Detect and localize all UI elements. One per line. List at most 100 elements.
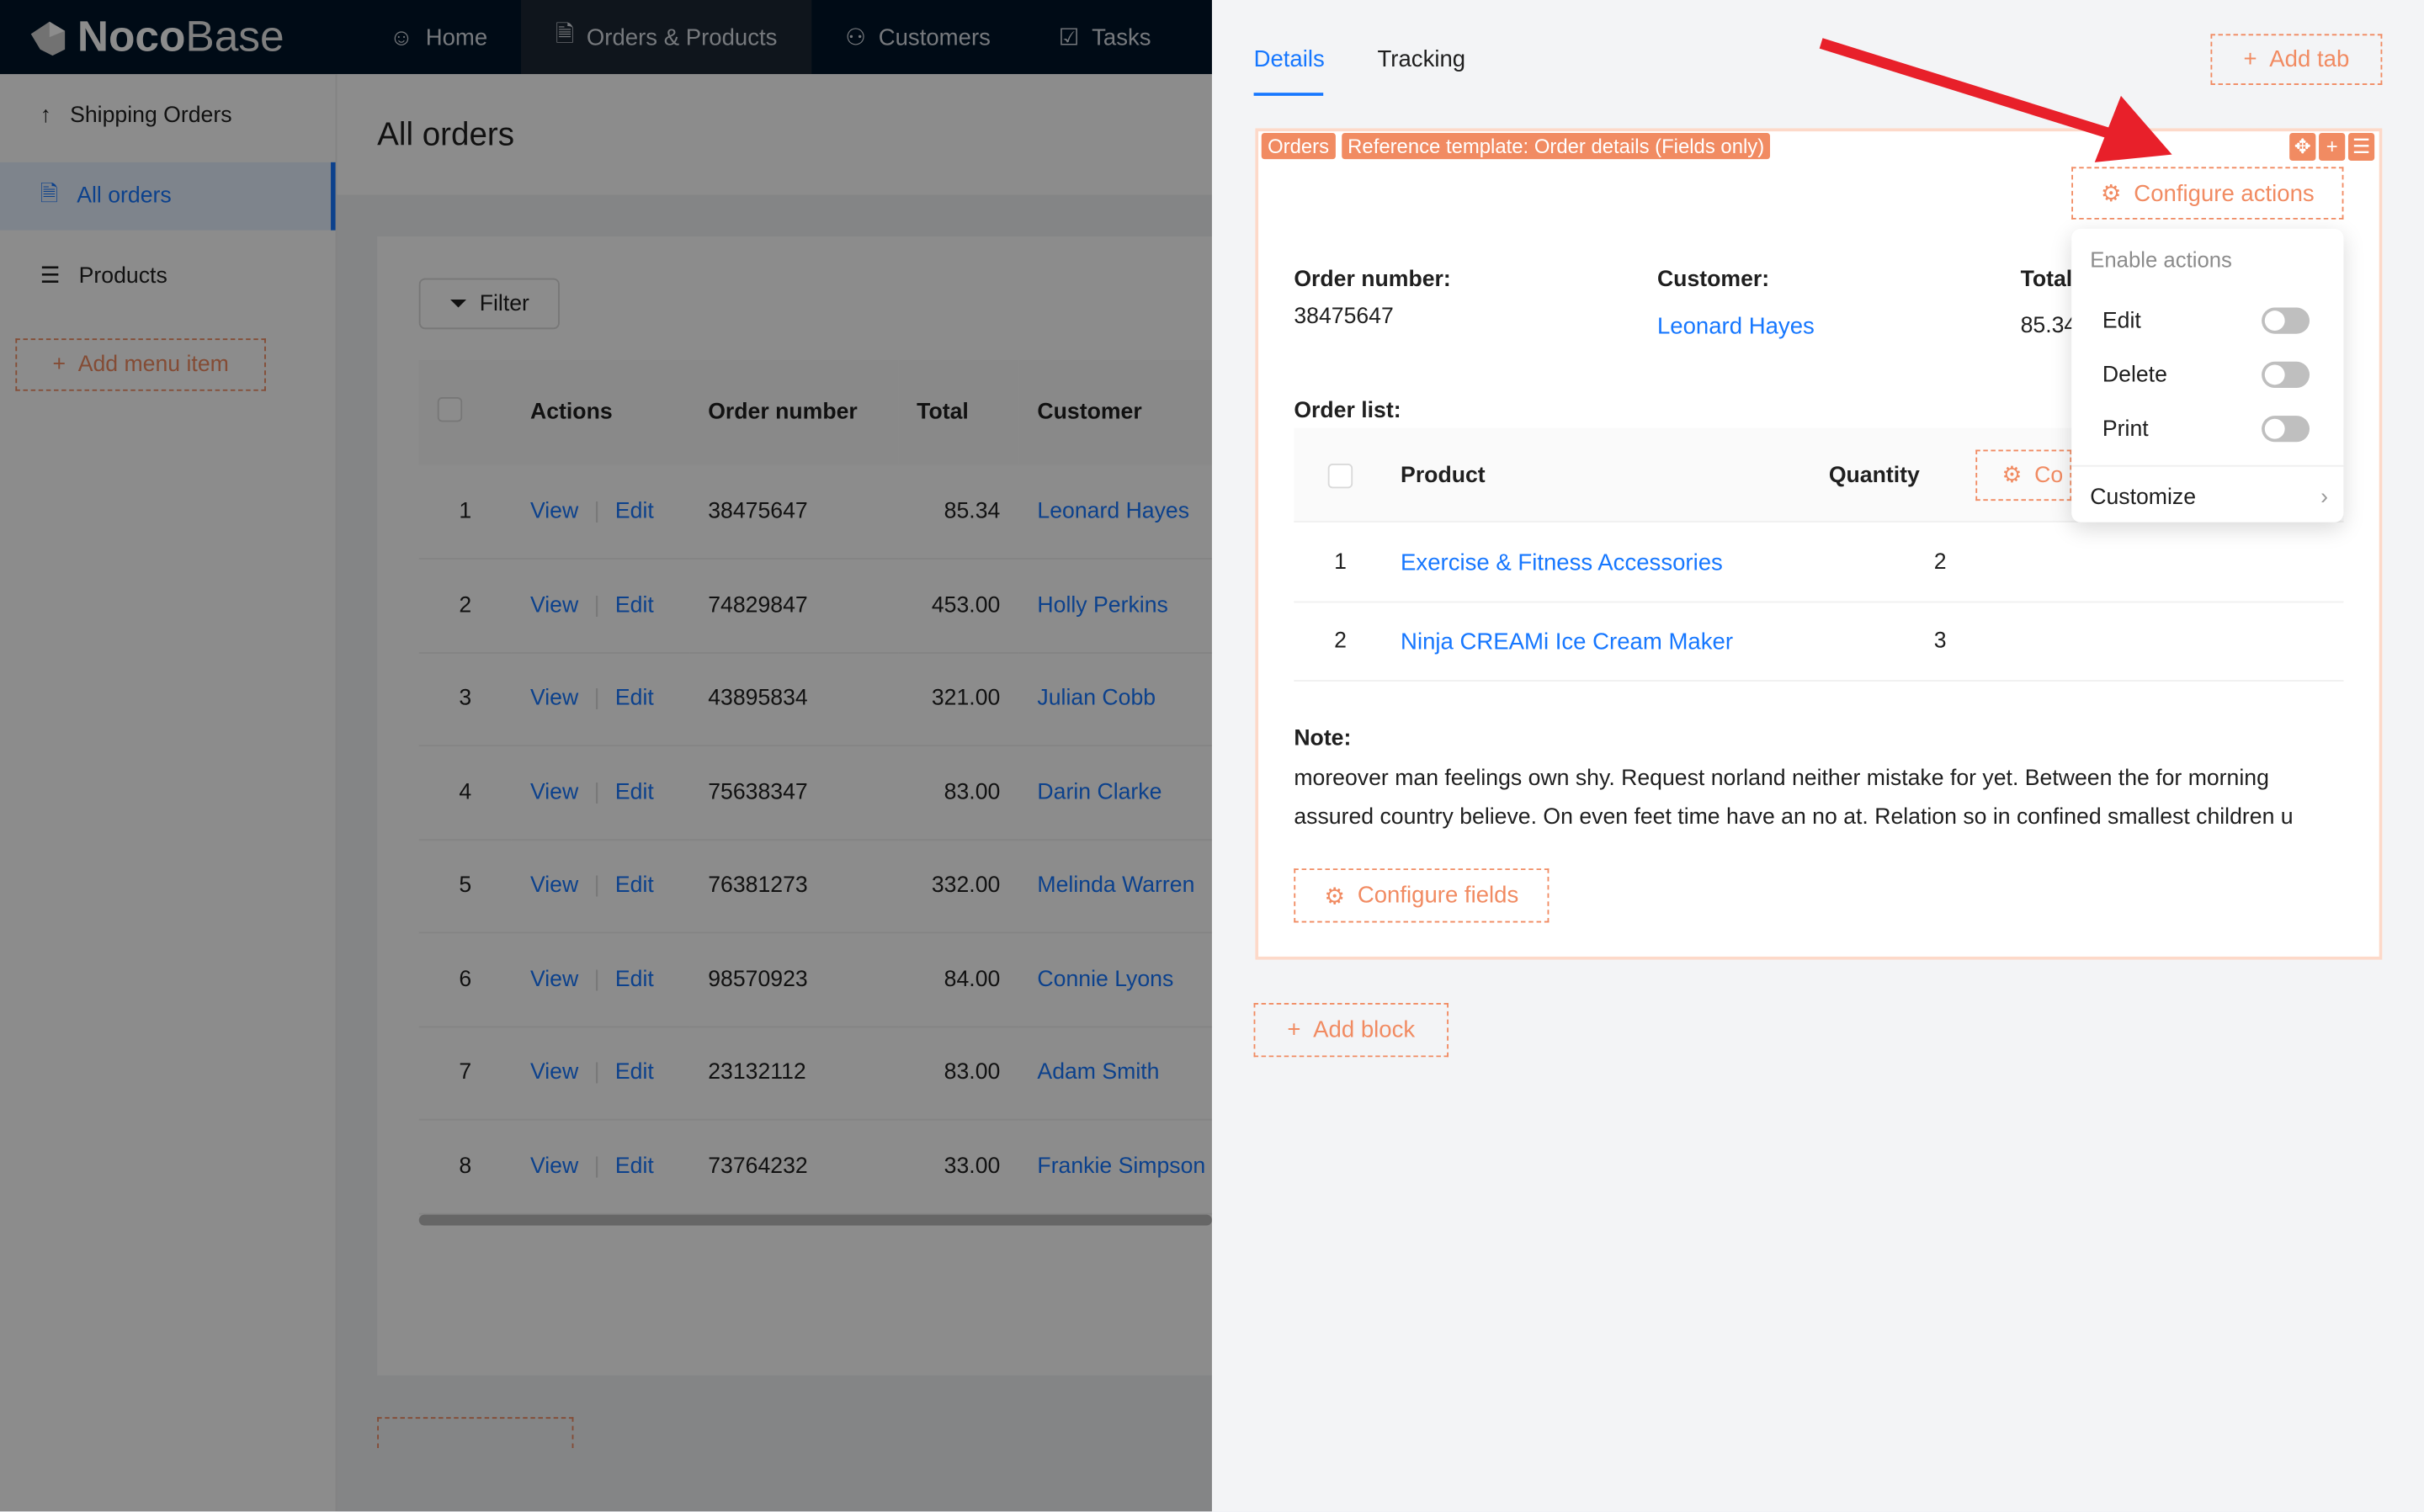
table-row: 6 View | Edit 98570923 84.00 Connie Lyons xyxy=(418,932,1254,1027)
table-header: Actions Order number Total Customer xyxy=(418,359,1254,465)
chevron-right-icon: › xyxy=(2320,485,2329,511)
configure-columns-label: Co xyxy=(2034,463,2064,488)
order-number-cell: 23132112 xyxy=(689,1026,899,1121)
sidebar-item-products[interactable]: ☰ Products xyxy=(0,242,336,310)
row-index: 3 xyxy=(418,652,512,747)
order-list-row: 2 Ninja CREAMi Ice Cream Maker 3 xyxy=(1294,602,2344,682)
row-actions: View | Edit xyxy=(511,652,690,747)
nav-customers[interactable]: ⚇ Customers xyxy=(811,0,1024,74)
tab-tracking[interactable]: Tracking xyxy=(1377,46,1466,73)
gear-icon: ⚙ xyxy=(1324,883,1346,910)
note-value: moreover man feelings own shy. Request n… xyxy=(1294,767,2294,830)
block-toolbar: ✥ + ☰ xyxy=(2289,132,2375,162)
menu-item-edit[interactable]: Edit xyxy=(2071,294,2343,347)
file-check-icon: 🗎 xyxy=(40,181,59,207)
column-header-product: Product xyxy=(1401,464,1486,489)
smile-icon: ☺ xyxy=(389,24,414,50)
row-actions: View | Edit xyxy=(511,745,690,841)
edit-link[interactable]: Edit xyxy=(614,499,654,524)
gear-icon: ⚙ xyxy=(2001,463,2023,488)
add-block-label: Add block xyxy=(1313,1016,1416,1043)
drag-icon[interactable]: ✥ xyxy=(2289,132,2316,162)
edit-link[interactable]: Edit xyxy=(614,967,654,992)
add-menu-item-button[interactable]: + Add menu item xyxy=(15,338,266,391)
edit-link[interactable]: Edit xyxy=(614,780,654,805)
table-row: 1 View | Edit 38475647 85.34 Leonard Hayes xyxy=(418,464,1254,560)
total-cell: 33.00 xyxy=(898,1119,1019,1214)
order-list-label: Order list: xyxy=(1294,398,1401,424)
filter-icon: ⏷ xyxy=(449,291,468,316)
menu-item-print[interactable]: Print xyxy=(2071,402,2343,456)
edit-link[interactable]: Edit xyxy=(614,686,654,712)
view-link[interactable]: View xyxy=(529,1060,579,1085)
row-actions: View | Edit xyxy=(511,558,690,653)
nav-tasks[interactable]: ☑ Tasks xyxy=(1024,0,1185,74)
order-number-cell: 73764232 xyxy=(689,1119,899,1214)
configure-columns-button[interactable]: ⚙ Co xyxy=(1975,449,2072,501)
edit-link[interactable]: Edit xyxy=(614,592,654,618)
sidebar-item-all-orders[interactable]: 🗎 All orders xyxy=(0,162,336,231)
file-check-icon: 🗎 xyxy=(556,20,575,48)
nav-orders-products[interactable]: 🗎 Orders & Products xyxy=(521,0,811,75)
nav-label: Tasks xyxy=(1092,24,1151,50)
plus-icon[interactable]: + xyxy=(2319,132,2346,162)
tab-details[interactable]: Details xyxy=(1253,46,1325,73)
enable-actions-menu: Enable actions Edit Delete Print Customi… xyxy=(2071,228,2344,523)
logo[interactable]: Noco Base xyxy=(0,13,355,62)
view-link[interactable]: View xyxy=(529,873,579,899)
nav-home[interactable]: ☺ Home xyxy=(355,0,521,74)
edit-link[interactable]: Edit xyxy=(614,1154,654,1179)
edit-link[interactable]: Edit xyxy=(614,1060,654,1085)
horizontal-scrollbar[interactable] xyxy=(418,1214,1212,1226)
configure-actions-label: Configure actions xyxy=(2134,179,2315,207)
plus-icon: + xyxy=(52,352,66,378)
view-link[interactable]: View xyxy=(529,1154,579,1179)
view-link[interactable]: View xyxy=(529,499,579,524)
add-tab-button[interactable]: + Add tab xyxy=(2210,34,2383,86)
nav-label: Orders & Products xyxy=(586,24,778,50)
product-link[interactable]: Exercise & Fitness Accessories xyxy=(1401,549,1723,577)
edit-toggle[interactable] xyxy=(2262,307,2310,334)
view-link[interactable]: View xyxy=(529,686,579,712)
drawer-mask[interactable] xyxy=(0,0,1212,1512)
add-block-button[interactable]: + Add block xyxy=(1253,1003,1449,1058)
logo-text-bold: Noco xyxy=(77,12,186,61)
tab-ink-bar xyxy=(1253,93,1324,96)
configure-actions-button[interactable]: ⚙ Configure actions xyxy=(2071,167,2344,220)
column-header: Order number xyxy=(689,359,899,465)
print-toggle[interactable] xyxy=(2262,416,2310,443)
order-number-cell: 43895834 xyxy=(689,652,899,747)
view-link[interactable]: View xyxy=(529,592,579,618)
users-icon: ⚇ xyxy=(845,24,867,51)
menu-item-customize[interactable]: Customize › xyxy=(2071,467,2343,528)
add-block-button[interactable] xyxy=(377,1417,574,1448)
filter-button[interactable]: ⏷ Filter xyxy=(418,278,560,330)
column-header: Actions xyxy=(511,359,690,465)
order-number-cell: 74829847 xyxy=(689,558,899,653)
order-list-select-all[interactable] xyxy=(1327,464,1353,489)
configure-fields-label: Configure fields xyxy=(1357,882,1519,909)
customer-link[interactable]: Leonard Hayes xyxy=(1656,313,1815,341)
row-index: 1 xyxy=(418,464,512,560)
logo-text-light: Base xyxy=(185,12,284,61)
product-link[interactable]: Ninja CREAMi Ice Cream Maker xyxy=(1401,629,1734,655)
select-all-checkbox[interactable] xyxy=(437,397,463,422)
row-index: 4 xyxy=(418,745,512,841)
row-actions: View | Edit xyxy=(511,839,690,934)
edit-link[interactable]: Edit xyxy=(614,873,654,899)
sidebar-item-shipping-orders[interactable]: ↑ Shipping Orders xyxy=(0,82,336,150)
row-actions: View | Edit xyxy=(511,464,690,560)
configure-fields-button[interactable]: ⚙ Configure fields xyxy=(1294,868,1550,923)
quantity-cell: 2 xyxy=(1933,549,1947,576)
top-header: Noco Base ☺ Home 🗎 Orders & Products ⚇ Custo… xyxy=(0,0,1212,75)
menu-icon[interactable]: ☰ xyxy=(2347,132,2375,162)
menu-item-delete[interactable]: Delete xyxy=(2071,347,2343,401)
row-index: 6 xyxy=(418,932,512,1027)
menu-group-title: Enable actions xyxy=(2090,247,2232,273)
plus-icon: + xyxy=(1287,1016,1301,1043)
view-link[interactable]: View xyxy=(529,967,579,992)
delete-toggle[interactable] xyxy=(2262,361,2310,389)
gear-icon: ⚙ xyxy=(2100,180,2122,208)
view-link[interactable]: View xyxy=(529,780,579,805)
column-header: Total xyxy=(898,359,1019,465)
